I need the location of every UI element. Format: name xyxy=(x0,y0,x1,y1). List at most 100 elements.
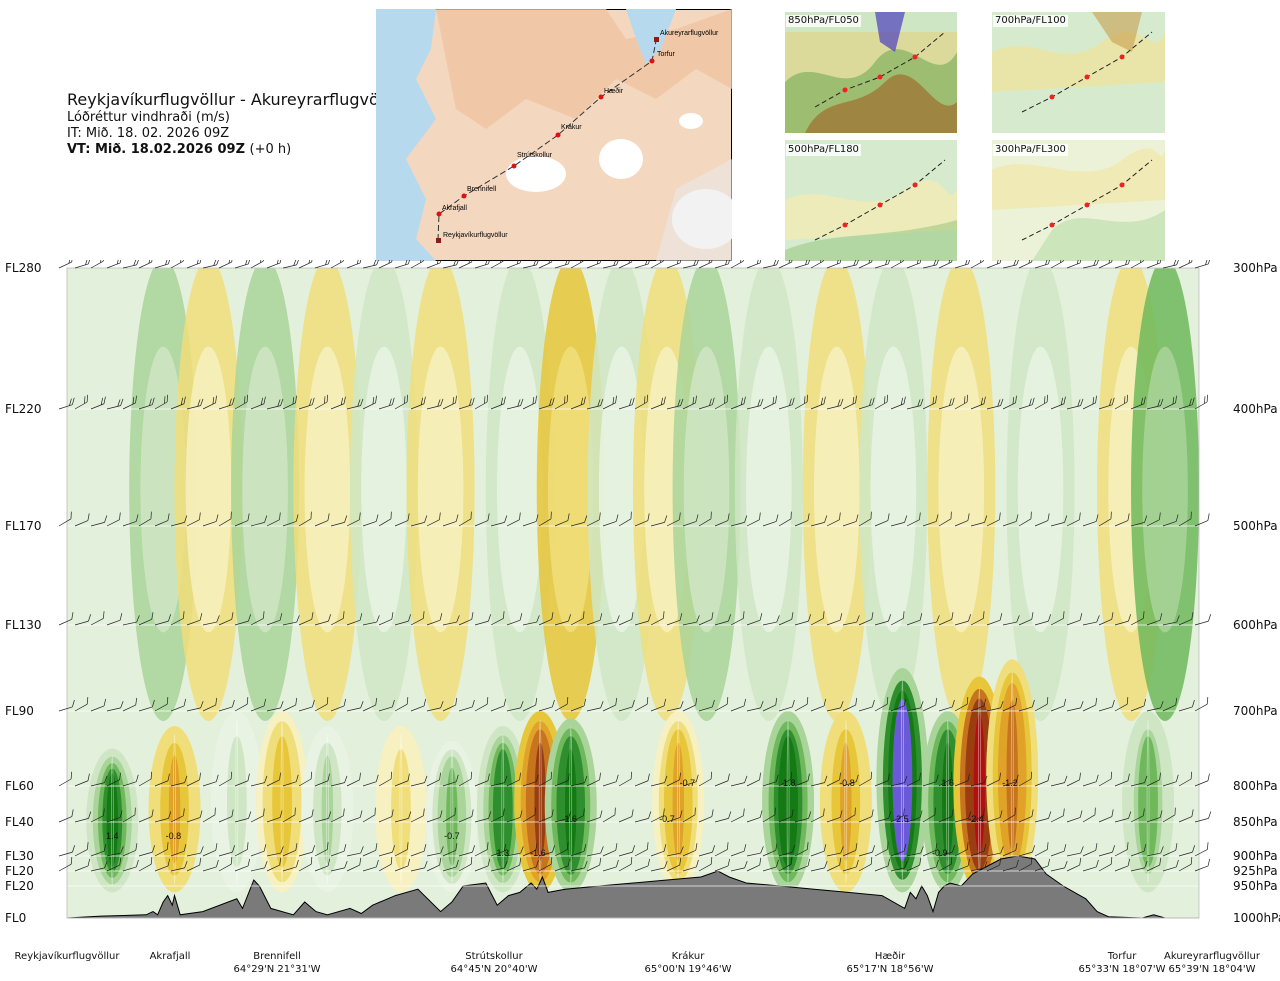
barb-feather xyxy=(440,846,444,854)
barb-shaft xyxy=(570,260,584,269)
barb-shaft xyxy=(90,618,104,626)
thumbnail-700hpa[interactable] xyxy=(992,12,1165,133)
wind-barb xyxy=(458,260,474,269)
barb-feather xyxy=(999,772,1001,780)
barb-shaft xyxy=(938,863,952,872)
barb-feather xyxy=(88,614,91,622)
cell-value-label: -0.9 xyxy=(932,848,948,858)
barb-feather xyxy=(167,773,170,781)
wind-barb xyxy=(474,513,490,527)
wind-barb xyxy=(682,260,700,269)
thumbnail-850hpa[interactable] xyxy=(785,12,957,133)
barb-shaft xyxy=(634,401,648,410)
chart-header: Reykjavíkurflugvöllur - Akureyrarflugvöl… xyxy=(67,90,404,158)
barb-shaft xyxy=(250,403,265,410)
wind-barb xyxy=(186,810,203,823)
barb-feather xyxy=(950,511,952,519)
barb-shaft xyxy=(282,814,296,823)
barb-feather xyxy=(856,615,860,623)
wind-barb xyxy=(634,858,650,872)
barb-feather xyxy=(504,775,508,783)
barb-feather xyxy=(327,858,330,867)
barb-shaft xyxy=(682,521,697,527)
wind-barb xyxy=(362,697,378,712)
barb-feather xyxy=(824,515,828,523)
thumbnail-300hpa[interactable] xyxy=(992,140,1165,261)
barb-shaft xyxy=(314,849,328,857)
barb-feather xyxy=(1176,260,1180,265)
barb-shaft xyxy=(266,405,281,410)
barb-feather xyxy=(933,260,937,266)
barb-feather xyxy=(1000,700,1004,708)
barb-shaft xyxy=(618,261,632,269)
barb-feather xyxy=(566,394,568,403)
barb-feather xyxy=(375,395,377,403)
wind-barb xyxy=(138,612,154,626)
barb-shaft xyxy=(474,401,488,410)
wind-barb xyxy=(314,260,331,269)
wind-barb xyxy=(634,614,651,626)
barb-feather xyxy=(807,513,810,521)
barb-shaft xyxy=(554,780,569,787)
wind-barb xyxy=(1018,260,1034,269)
barb-feather xyxy=(1192,845,1195,853)
barb-shaft xyxy=(1018,518,1032,527)
wind-barb xyxy=(858,845,875,857)
barb-feather xyxy=(263,808,265,816)
barb-feather xyxy=(743,698,746,707)
barb-shaft xyxy=(394,620,409,626)
barb-shaft xyxy=(282,402,296,410)
barb-feather xyxy=(711,260,714,263)
barb-feather xyxy=(536,859,539,868)
barb-shaft xyxy=(138,863,152,872)
barb-shaft xyxy=(378,816,393,823)
wind-barb xyxy=(282,514,299,527)
wind-barb xyxy=(874,858,890,872)
wind-barb xyxy=(202,859,219,872)
wind-barb xyxy=(1066,772,1081,787)
wind-barb xyxy=(362,514,379,527)
wind-barb xyxy=(698,260,714,269)
wind-barb xyxy=(842,859,859,872)
barb-shaft xyxy=(714,263,729,269)
barb-feather xyxy=(247,842,249,850)
barb-feather xyxy=(600,700,604,708)
wind-barb xyxy=(458,845,475,857)
barb-feather xyxy=(295,514,299,522)
wind-barb xyxy=(666,846,684,857)
barb-shaft xyxy=(106,262,121,269)
barb-shaft xyxy=(746,817,761,823)
wind-barb xyxy=(202,807,216,823)
wind-barb xyxy=(762,615,780,626)
wind-barb xyxy=(394,696,409,712)
barb-feather xyxy=(87,858,90,867)
barb-feather xyxy=(71,612,74,620)
barb-feather xyxy=(1157,399,1161,407)
wind-barb xyxy=(186,857,202,872)
barb-shaft xyxy=(170,403,185,410)
wind-barb xyxy=(698,511,712,527)
wind-barb xyxy=(522,807,536,823)
flight-level-label: FL90 xyxy=(5,704,34,718)
barb-feather xyxy=(599,260,602,264)
barb-shaft xyxy=(970,260,984,269)
barb-feather xyxy=(950,856,953,865)
thumbnail-500hpa[interactable] xyxy=(785,140,957,261)
barb-feather xyxy=(999,857,1002,866)
wind-barb xyxy=(762,514,779,527)
barb-feather xyxy=(1030,771,1032,780)
barb-feather xyxy=(1159,613,1163,621)
wind-barb xyxy=(138,771,152,787)
barb-shaft xyxy=(282,781,297,787)
barb-shaft xyxy=(1034,849,1048,857)
barb-shaft xyxy=(586,519,600,527)
barb-shaft xyxy=(890,867,905,872)
barb-feather xyxy=(423,396,426,404)
wind-barb xyxy=(586,398,604,410)
barb-feather xyxy=(184,775,188,783)
wind-barb xyxy=(666,857,682,872)
barb-feather xyxy=(791,397,795,405)
barb-shaft xyxy=(634,263,649,269)
barb-feather xyxy=(660,260,662,263)
wind-barb xyxy=(810,611,825,626)
